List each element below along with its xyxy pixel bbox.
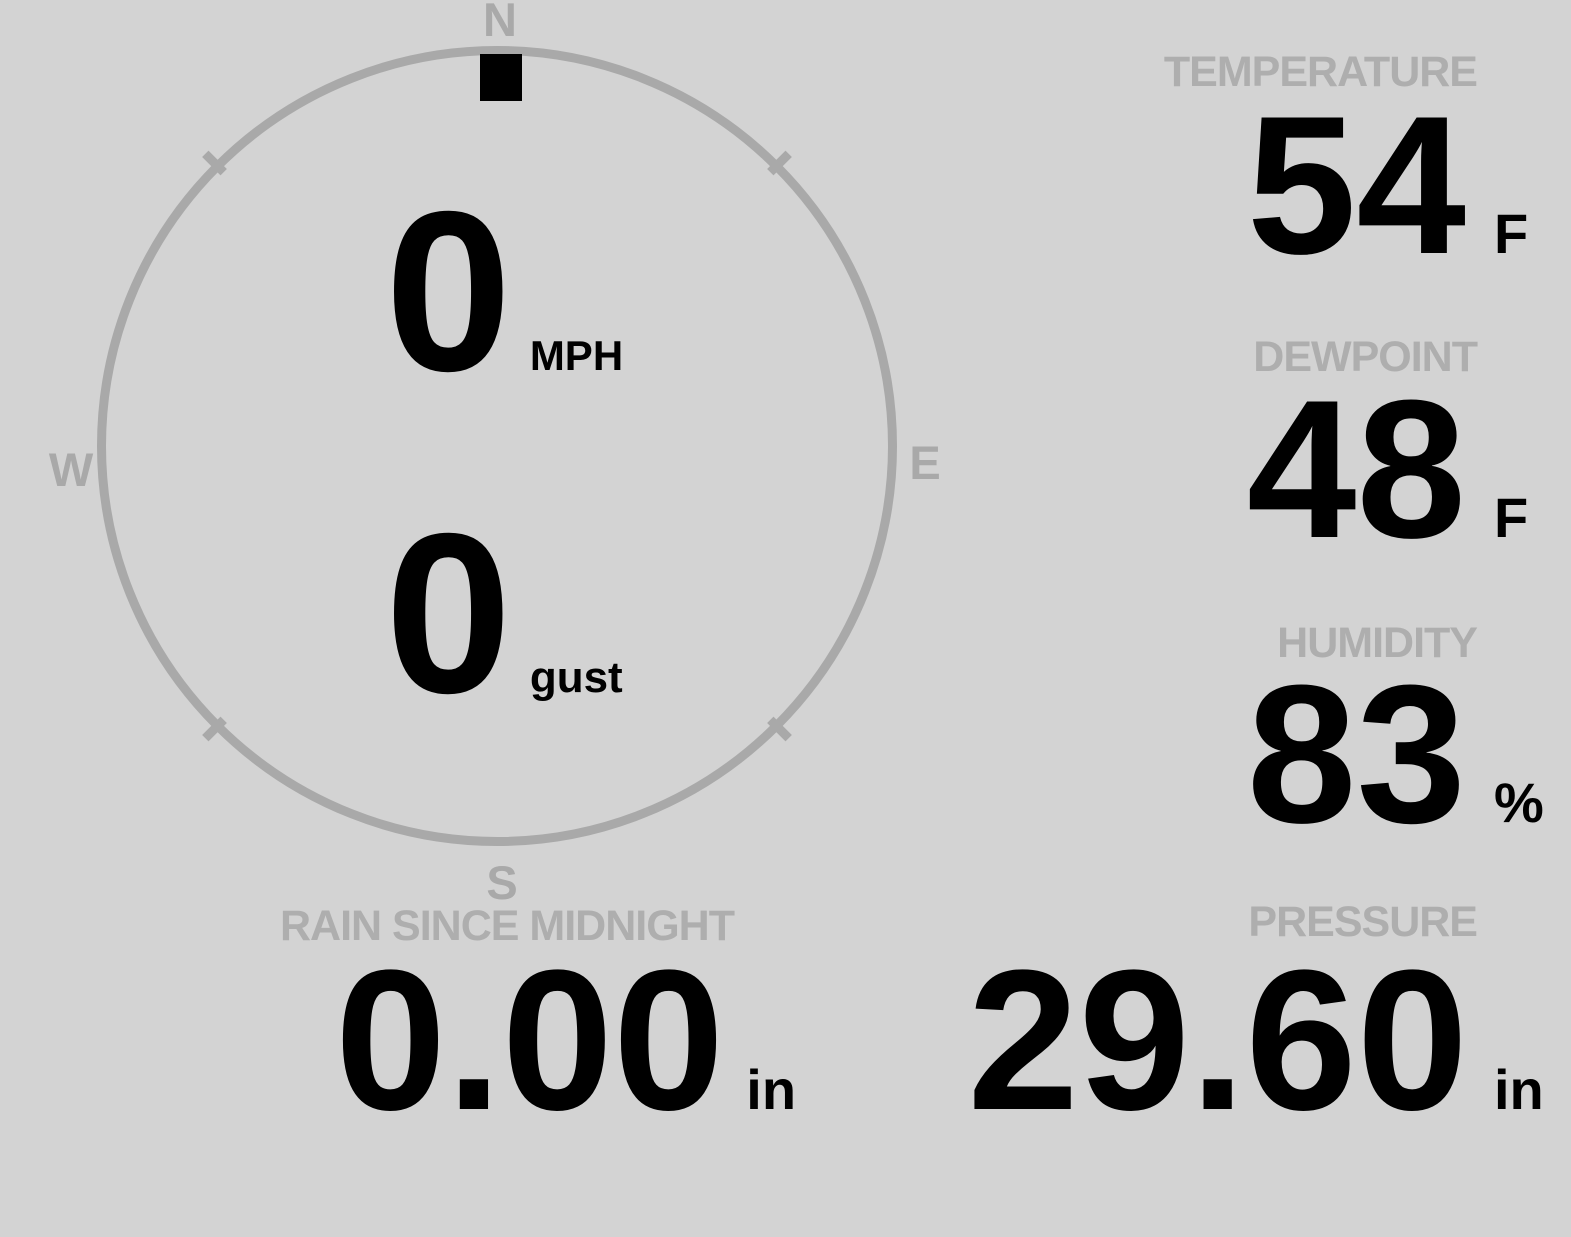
cardinal-east-label: E	[909, 436, 941, 489]
temperature-readout: 54 F	[1247, 87, 1556, 284]
wind-speed-unit: MPH	[529, 332, 624, 379]
wind-gust-value: 0	[385, 487, 512, 741]
dewpoint-unit: F	[1494, 486, 1529, 549]
wind-gust-readout: 0 gust	[385, 500, 623, 728]
rain-label: RAIN SINCE MIDNIGHT	[280, 902, 735, 950]
wind-speed-value: 0	[385, 165, 512, 419]
cardinal-south-label: S	[486, 856, 518, 909]
pressure-unit: in	[1494, 1058, 1544, 1121]
rain-unit: in	[746, 1058, 797, 1121]
temperature-label: TEMPERATURE	[1163, 48, 1478, 96]
rain-value: 0.00	[335, 929, 725, 1152]
cardinal-north-label: N	[483, 0, 517, 46]
wind-speed-readout: 0 MPH	[385, 178, 623, 406]
wind-direction-marker-icon	[480, 54, 522, 101]
pressure-value: 29.60	[967, 929, 1469, 1152]
compass-dial-circle	[97, 46, 897, 846]
humidity-label: HUMIDITY	[1277, 619, 1478, 667]
dewpoint-value: 48	[1246, 359, 1466, 579]
wind-gust-unit: gust	[529, 653, 623, 702]
dewpoint-readout: 48 F	[1247, 371, 1556, 568]
cardinal-west-label: W	[48, 443, 94, 496]
pressure-label: PRESSURE	[1248, 898, 1478, 946]
humidity-readout: 83 %	[1247, 656, 1556, 853]
pressure-readout: 29.60 in	[968, 941, 1557, 1141]
rain-readout: 0.00 in	[335, 941, 796, 1141]
dewpoint-label: DEWPOINT	[1253, 333, 1478, 381]
humidity-unit: %	[1494, 771, 1544, 834]
temperature-value: 54	[1246, 75, 1466, 295]
temperature-unit: F	[1494, 202, 1529, 265]
humidity-value: 83	[1246, 644, 1466, 864]
wind-compass: N E S W 0 MPH 0 gust	[49, 0, 941, 906]
